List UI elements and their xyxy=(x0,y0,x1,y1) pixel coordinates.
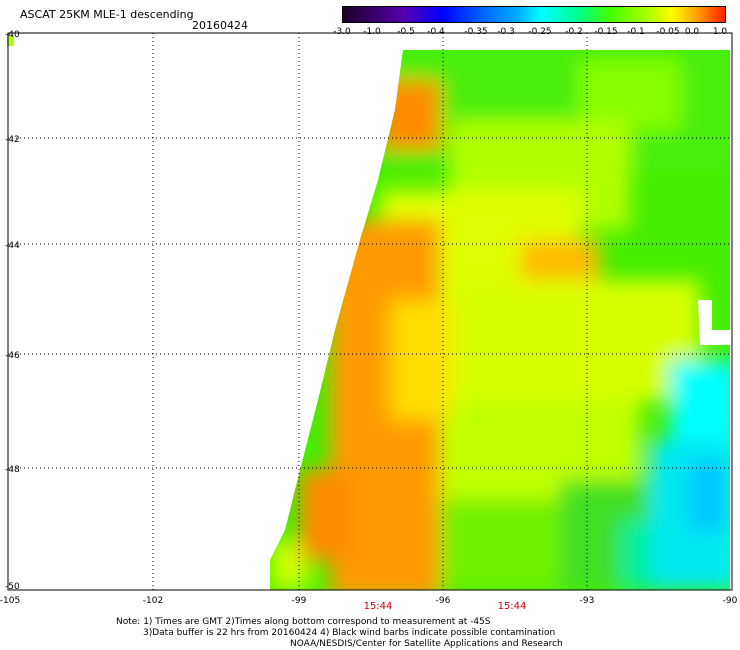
footer-note-2: 3)Data buffer is 22 hrs from 20160424 4)… xyxy=(143,628,556,638)
time-labels: 15:44 15:44 xyxy=(364,601,527,612)
product-date: 20160424 xyxy=(192,19,248,32)
latitude-labels: -40 -42 -44 -46 -48 -50 xyxy=(5,30,20,592)
lon-label: -99 xyxy=(292,596,307,606)
longitude-labels: -105 -102 -99 -96 -93 -90 xyxy=(0,596,738,606)
colorbar-label: -0.3 xyxy=(497,27,515,37)
lat-label: -42 xyxy=(5,135,20,145)
time-label: 15:44 xyxy=(498,601,527,612)
colorbar-label: 0.0 xyxy=(684,27,700,37)
lon-label: -93 xyxy=(580,596,595,606)
colorbar-label: -3.0 xyxy=(333,27,351,37)
data-gap xyxy=(698,300,740,345)
colorbar-label: -0.2 xyxy=(565,27,583,37)
stray-pixel xyxy=(7,36,14,46)
lat-label: -46 xyxy=(5,351,20,361)
colorbar-label: -1.0 xyxy=(363,27,381,37)
lon-label: -105 xyxy=(0,596,20,606)
map-frame xyxy=(7,32,733,591)
lon-label: -96 xyxy=(436,596,451,606)
lat-label: -50 xyxy=(5,582,20,592)
colorbar-label: -0.05 xyxy=(656,27,680,37)
colorbar xyxy=(342,6,726,23)
lon-label: -102 xyxy=(143,596,163,606)
colorbar-label: -0.15 xyxy=(594,27,618,37)
colorbar-label: -0.35 xyxy=(464,27,488,37)
footer-note-1: Note: 1) Times are GMT 2)Times along bot… xyxy=(116,617,491,627)
colorbar-label: -0.1 xyxy=(627,27,645,37)
time-label: 15:44 xyxy=(364,601,393,612)
colorbar-label: -0.4 xyxy=(427,27,445,37)
wind-data-swath xyxy=(270,50,730,590)
lat-label: -44 xyxy=(5,241,20,251)
colorbar-label: -0.5 xyxy=(397,27,415,37)
lon-label: -90 xyxy=(723,596,738,606)
colorbar-label: 1.0 xyxy=(712,27,728,37)
lat-label: -40 xyxy=(5,30,20,40)
product-title: ASCAT 25KM MLE-1 descending xyxy=(20,8,194,21)
lat-label: -48 xyxy=(5,465,20,475)
colorbar-label: -0.25 xyxy=(528,27,552,37)
graticule xyxy=(8,33,732,590)
footer-credit: NOAA/NESDIS/Center for Satellite Applica… xyxy=(290,639,563,649)
